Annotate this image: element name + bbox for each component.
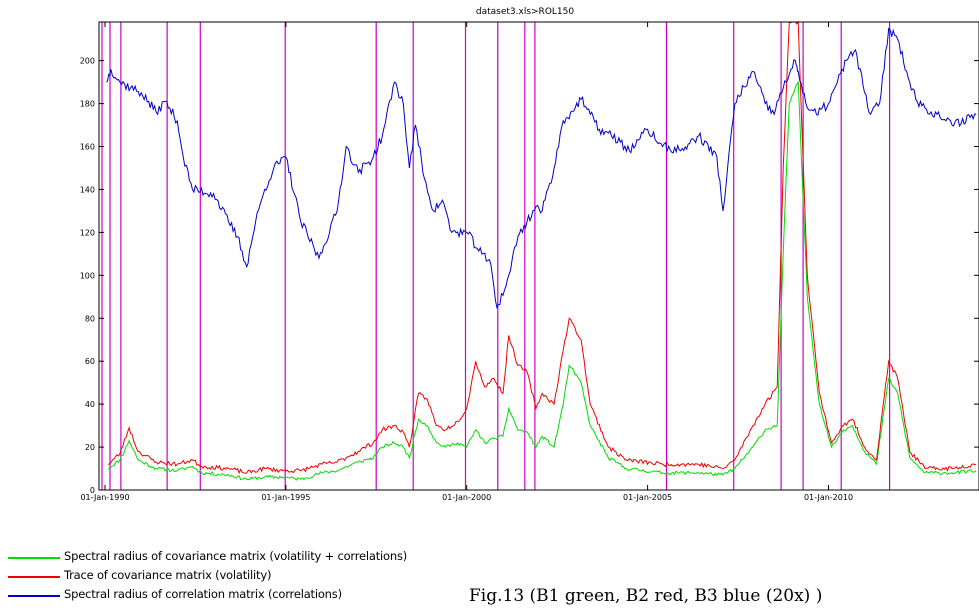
y-tick-label: 120 [80,228,95,237]
legend-label: Trace of covariance matrix (volatility) [64,568,272,582]
x-tick-label: 01-Jan-2010 [804,493,853,502]
legend-label: Spectral radius of covariance matrix (vo… [64,549,408,563]
x-tick-label: 01-Jan-2005 [623,493,672,502]
y-tick-label: 180 [80,100,95,109]
legend-label: Spectral radius of correlation matrix (c… [64,587,342,601]
legend-swatch-blue [8,595,60,597]
y-tick-label: 200 [80,57,95,66]
y-tick-label: 80 [85,314,95,323]
y-tick-label: 20 [85,443,95,452]
plot-border [98,21,979,491]
event-vlines [101,22,891,490]
y-tick-label: 0 [90,486,95,495]
chart-svg: dataset3.xls>ROL150 01-Jan-1990 01-Jan-19… [80,7,979,502]
y-tick-label: 160 [80,143,95,152]
chart-title: dataset3.xls>ROL150 [476,7,574,17]
y-tick-label: 140 [80,185,95,194]
series-line [106,27,977,309]
x-tick-label: 01-Jan-1995 [261,493,310,502]
y-tick-label: 40 [85,400,95,409]
x-tick-label: 01-Jan-2000 [442,493,491,502]
series-lines [106,20,977,481]
figure-caption: Fig.13 (B1 green, B2 red, B3 blue (20x) … [469,586,823,606]
x-axis: 01-Jan-1990 01-Jan-1995 01-Jan-2000 01-Jan-… [80,22,853,502]
y-tick-label: 100 [80,271,95,280]
series-line [108,80,977,481]
legend-swatch-green [8,557,60,559]
legend-swatch-red [8,576,60,578]
y-axis: 0 20 40 60 80 100 120 140 160 180 200 [80,57,979,495]
series-line [108,20,977,475]
y-tick-label: 60 [85,357,95,366]
plot-frame [98,21,979,491]
x-tick-label: 01-Jan-1990 [80,493,129,502]
